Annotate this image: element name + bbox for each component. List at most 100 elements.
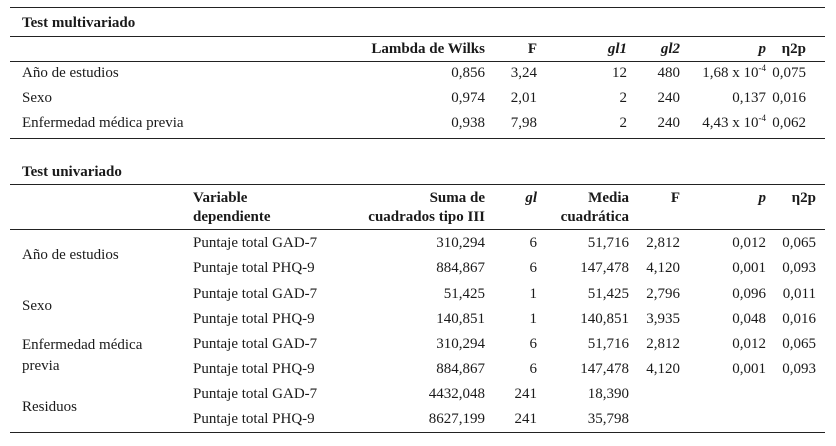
mv-row-wilks: 0,938 — [451, 115, 485, 131]
bottom-rule — [10, 432, 825, 433]
uv-row-ss: 884,867 — [436, 260, 485, 276]
uv-row-f: 4,120 — [646, 260, 680, 276]
uv-row-gl: 241 — [514, 411, 538, 427]
mv-row-eta: 0,062 — [772, 115, 806, 131]
uv-row-ss: 8627,199 — [428, 411, 485, 427]
uv-row-p: 0,012 — [732, 336, 766, 352]
uv-row-var: Puntaje total GAD-7 — [193, 336, 318, 352]
uv-row-ms: 147,478 — [580, 361, 629, 377]
uv-row-var: Puntaje total GAD-7 — [193, 235, 318, 251]
uv-row-gl: 1 — [529, 311, 538, 327]
group-label-enfermedad-line2: previa — [22, 358, 60, 374]
header-ms-line1: Media — [588, 190, 629, 206]
header-ss-line2: cuadrados tipo III — [368, 209, 485, 225]
uv-row-f: 2,796 — [646, 286, 680, 302]
multivariate-header-rule — [10, 61, 825, 62]
univariate-title-rule — [10, 184, 825, 185]
mv-row-gl2: 240 — [657, 115, 681, 131]
mv-row-gl2: 240 — [657, 90, 681, 106]
mv-row-p: 0,137 — [690, 89, 766, 107]
header-eta: η2p — [791, 190, 816, 206]
uv-row-ms: 51,425 — [587, 286, 629, 302]
header-f: F — [670, 190, 680, 206]
uv-row-p: 0,012 — [732, 235, 766, 251]
mv-row-f: 3,24 — [510, 65, 537, 81]
uv-row-eta: 0,011 — [782, 286, 816, 302]
mv-row-eta: 0,016 — [772, 90, 806, 106]
multivariate-title-rule — [10, 36, 825, 37]
header-gl1: gl1 — [607, 41, 627, 57]
mv-row-gl1: 12 — [612, 65, 627, 81]
uv-row-gl: 241 — [514, 386, 538, 402]
uv-row-f: 2,812 — [646, 235, 680, 251]
uv-row-ss: 310,294 — [436, 235, 485, 251]
uv-row-ms: 51,716 — [587, 235, 629, 251]
multivariate-title: Test multivariado — [22, 15, 136, 31]
uv-row-p: 0,001 — [732, 260, 766, 276]
uv-row-var: Puntaje total GAD-7 — [193, 286, 318, 302]
uv-row-var: Puntaje total PHQ-9 — [193, 361, 315, 377]
uv-row-eta: 0,065 — [782, 235, 816, 251]
uv-row-ss: 140,851 — [436, 311, 485, 327]
uv-row-gl: 6 — [529, 336, 538, 352]
uv-row-gl: 6 — [529, 260, 538, 276]
group-label-sexo: Sexo — [22, 298, 52, 314]
header-wilks: Lambda de Wilks — [371, 41, 485, 57]
header-p: p — [758, 190, 767, 206]
uv-row-eta: 0,065 — [782, 336, 816, 352]
uv-row-ms: 147,478 — [580, 260, 629, 276]
uv-row-ms: 18,390 — [587, 386, 629, 402]
uv-row-var: Puntaje total PHQ-9 — [193, 260, 315, 276]
header-f: F — [527, 41, 537, 57]
uv-row-gl: 6 — [529, 235, 538, 251]
header-p: p — [758, 41, 767, 57]
uv-row-p: 0,001 — [732, 361, 766, 377]
header-variable-line1: Variable — [193, 190, 248, 206]
uv-row-ss: 310,294 — [436, 336, 485, 352]
uv-row-gl: 6 — [529, 361, 538, 377]
mv-row-gl1: 2 — [619, 90, 628, 106]
uv-row-var: Puntaje total PHQ-9 — [193, 311, 315, 327]
uv-row-f: 2,812 — [646, 336, 680, 352]
uv-row-ms: 35,798 — [587, 411, 629, 427]
univariate-title: Test univariado — [22, 164, 122, 180]
header-eta: η2p — [781, 41, 806, 57]
uv-row-ms: 140,851 — [580, 311, 629, 327]
mv-row-p-exponent: -4 — [758, 113, 767, 123]
mv-row-p-base: 1,68 x 10 — [702, 65, 759, 81]
header-variable-line2: dependiente — [193, 209, 271, 225]
uv-row-eta: 0,093 — [782, 260, 816, 276]
uv-row-p: 0,048 — [732, 311, 766, 327]
top-rule — [10, 7, 825, 8]
header-gl2: gl2 — [660, 41, 680, 57]
mv-row-f: 7,98 — [510, 115, 537, 131]
uv-row-f: 4,120 — [646, 361, 680, 377]
group-label-enfermedad-line1: Enfermedad médica — [22, 337, 143, 353]
uv-row-p: 0,096 — [732, 286, 766, 302]
mv-row-label: Enfermedad médica previa — [22, 115, 184, 131]
group-label-anio: Año de estudios — [22, 247, 119, 263]
mv-row-p: 1,68 x 10-4 — [690, 64, 766, 82]
uv-row-ss: 884,867 — [436, 361, 485, 377]
multivariate-bottom-rule — [10, 138, 825, 139]
uv-row-var: Puntaje total PHQ-9 — [193, 411, 315, 427]
header-ss-line1: Suma de — [429, 190, 485, 206]
group-label-residuos: Residuos — [22, 399, 78, 415]
mv-row-p: 4,43 x 10-4 — [690, 114, 766, 132]
univariate-header-rule — [10, 229, 825, 230]
uv-row-f: 3,935 — [646, 311, 680, 327]
header-ms-line2: cuadrática — [560, 209, 629, 225]
uv-row-eta: 0,093 — [782, 361, 816, 377]
uv-row-var: Puntaje total GAD-7 — [193, 386, 318, 402]
mv-row-p-base: 4,43 x 10 — [702, 115, 759, 131]
uv-row-ss: 4432,048 — [428, 386, 485, 402]
header-gl: gl — [525, 190, 537, 206]
uv-row-eta: 0,016 — [782, 311, 816, 327]
mv-row-f: 2,01 — [510, 90, 537, 106]
mv-row-wilks: 0,856 — [451, 65, 485, 81]
mv-row-gl2: 480 — [657, 65, 681, 81]
mv-row-label: Sexo — [22, 90, 52, 106]
mv-row-p-exponent: -4 — [758, 63, 767, 73]
uv-row-ms: 51,716 — [587, 336, 629, 352]
mv-row-eta: 0,075 — [772, 65, 806, 81]
